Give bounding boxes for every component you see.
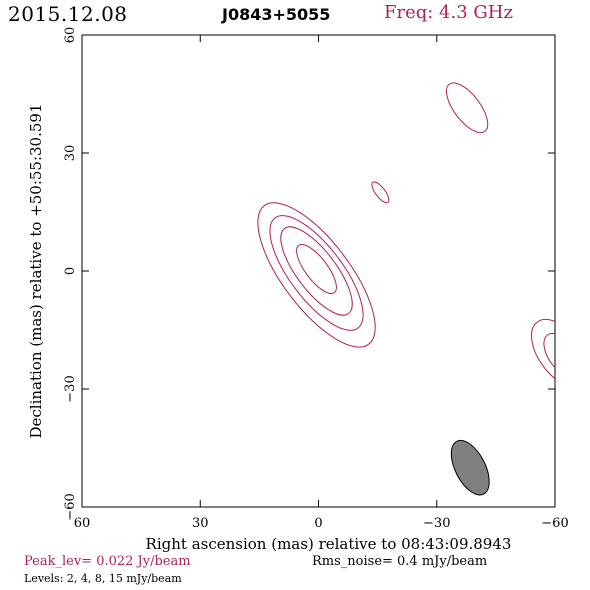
rms-noise: Rms_noise= 0.4 mJy/beam <box>312 554 488 569</box>
contour-jet-2 <box>445 82 489 134</box>
contour-layer <box>257 82 555 389</box>
contour-core-4 <box>269 215 364 331</box>
contour-edge-2 <box>531 319 555 389</box>
x-tick-label: 30 <box>192 516 209 531</box>
y-tick-label: 0 <box>63 267 78 275</box>
peak-level: Peak_lev= 0.022 Jy/beam <box>24 554 191 569</box>
x-axis-label: Right ascension (mas) relative to 08:43:… <box>146 535 512 553</box>
beam-ellipse <box>450 439 490 496</box>
contour-core-8 <box>280 226 353 316</box>
contour-jet-2 <box>371 181 390 204</box>
x-tick-label: −30 <box>423 516 450 531</box>
contour-edge-4 <box>543 332 555 379</box>
contour-core-2 <box>257 202 376 348</box>
source-name: J0843+5055 <box>222 5 331 24</box>
x-tick-label: 0 <box>314 516 322 531</box>
contour-levels: Levels: 2, 4, 8, 15 mJy/beam <box>24 572 182 585</box>
observation-date: 2015.12.08 <box>8 2 128 26</box>
beam-layer <box>450 439 490 496</box>
y-tick-label: 30 <box>63 145 78 162</box>
y-tick-label: −30 <box>63 375 78 402</box>
contour-core-15 <box>296 244 337 295</box>
frequency-label: Freq: 4.3 GHz <box>384 2 513 23</box>
x-tick-label: −60 <box>541 516 568 531</box>
x-tick-label: 60 <box>74 516 91 531</box>
y-axis-label: Declination (mas) relative to +50:55:30.… <box>27 103 45 438</box>
axis-ticks: 60 30 0 −30 −60 −60 −30 0 30 60 <box>63 27 569 531</box>
plot-frame <box>81 34 556 508</box>
y-tick-label: −60 <box>63 493 78 520</box>
y-tick-label: 60 <box>63 27 78 44</box>
